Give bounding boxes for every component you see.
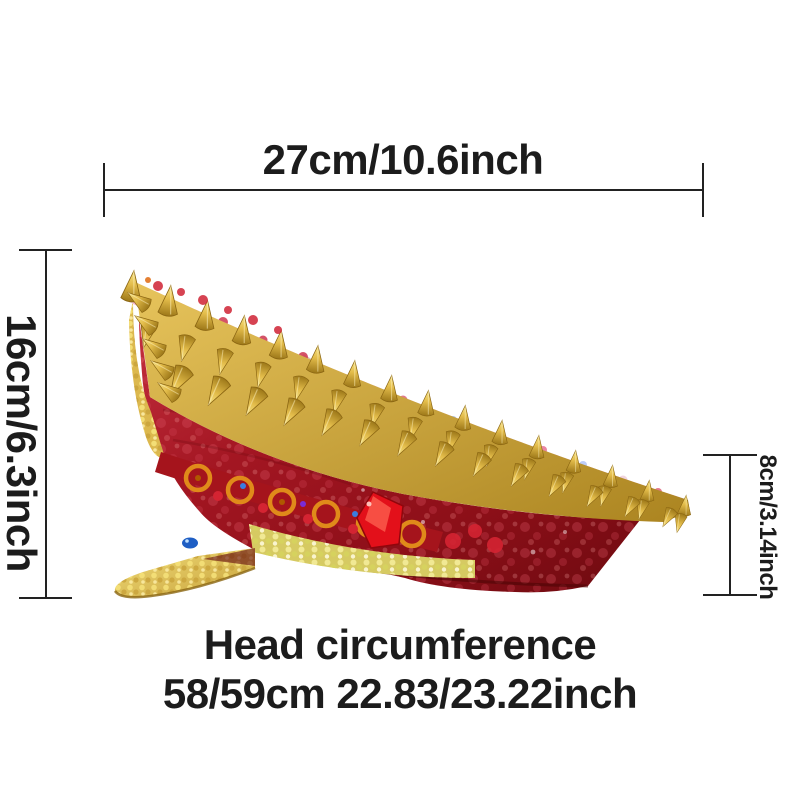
blue-gem (182, 537, 198, 549)
braid-red-petals (213, 491, 503, 553)
width-measurement-label: 27cm/10.6inch (262, 136, 544, 183)
left-edge-gold-trim (129, 300, 165, 459)
product-hat-image (113, 268, 694, 599)
gold-spike-band (135, 282, 690, 522)
right-height-tick-top (703, 454, 757, 456)
peak-red-sequins (145, 277, 282, 334)
width-dimension-tick-right (702, 163, 704, 217)
head-circumference-value: 58/59cm 22.83/23.22inch (162, 670, 638, 717)
head-circumference-block: Head circumference 58/59cm 22.83/23.22in… (0, 620, 800, 718)
head-circumference-label: Head circumference (203, 621, 597, 668)
bottom-sequin-band (249, 524, 475, 578)
width-dimension-tick-left (103, 163, 105, 217)
left-height-tick-bottom (19, 597, 72, 599)
right-height-dimension-line (729, 455, 731, 595)
left-height-tick-top (19, 249, 72, 251)
width-dimension-line (104, 189, 703, 191)
hat-visor (113, 548, 256, 599)
right-height-tick-bottom (703, 594, 757, 596)
left-height-measurement-label: 16cm/6.3inch (0, 314, 45, 572)
left-height-dimension-line (45, 250, 47, 598)
red-gem (356, 491, 404, 549)
right-height-measurement-label: 8cm/3.14inch (754, 454, 781, 600)
